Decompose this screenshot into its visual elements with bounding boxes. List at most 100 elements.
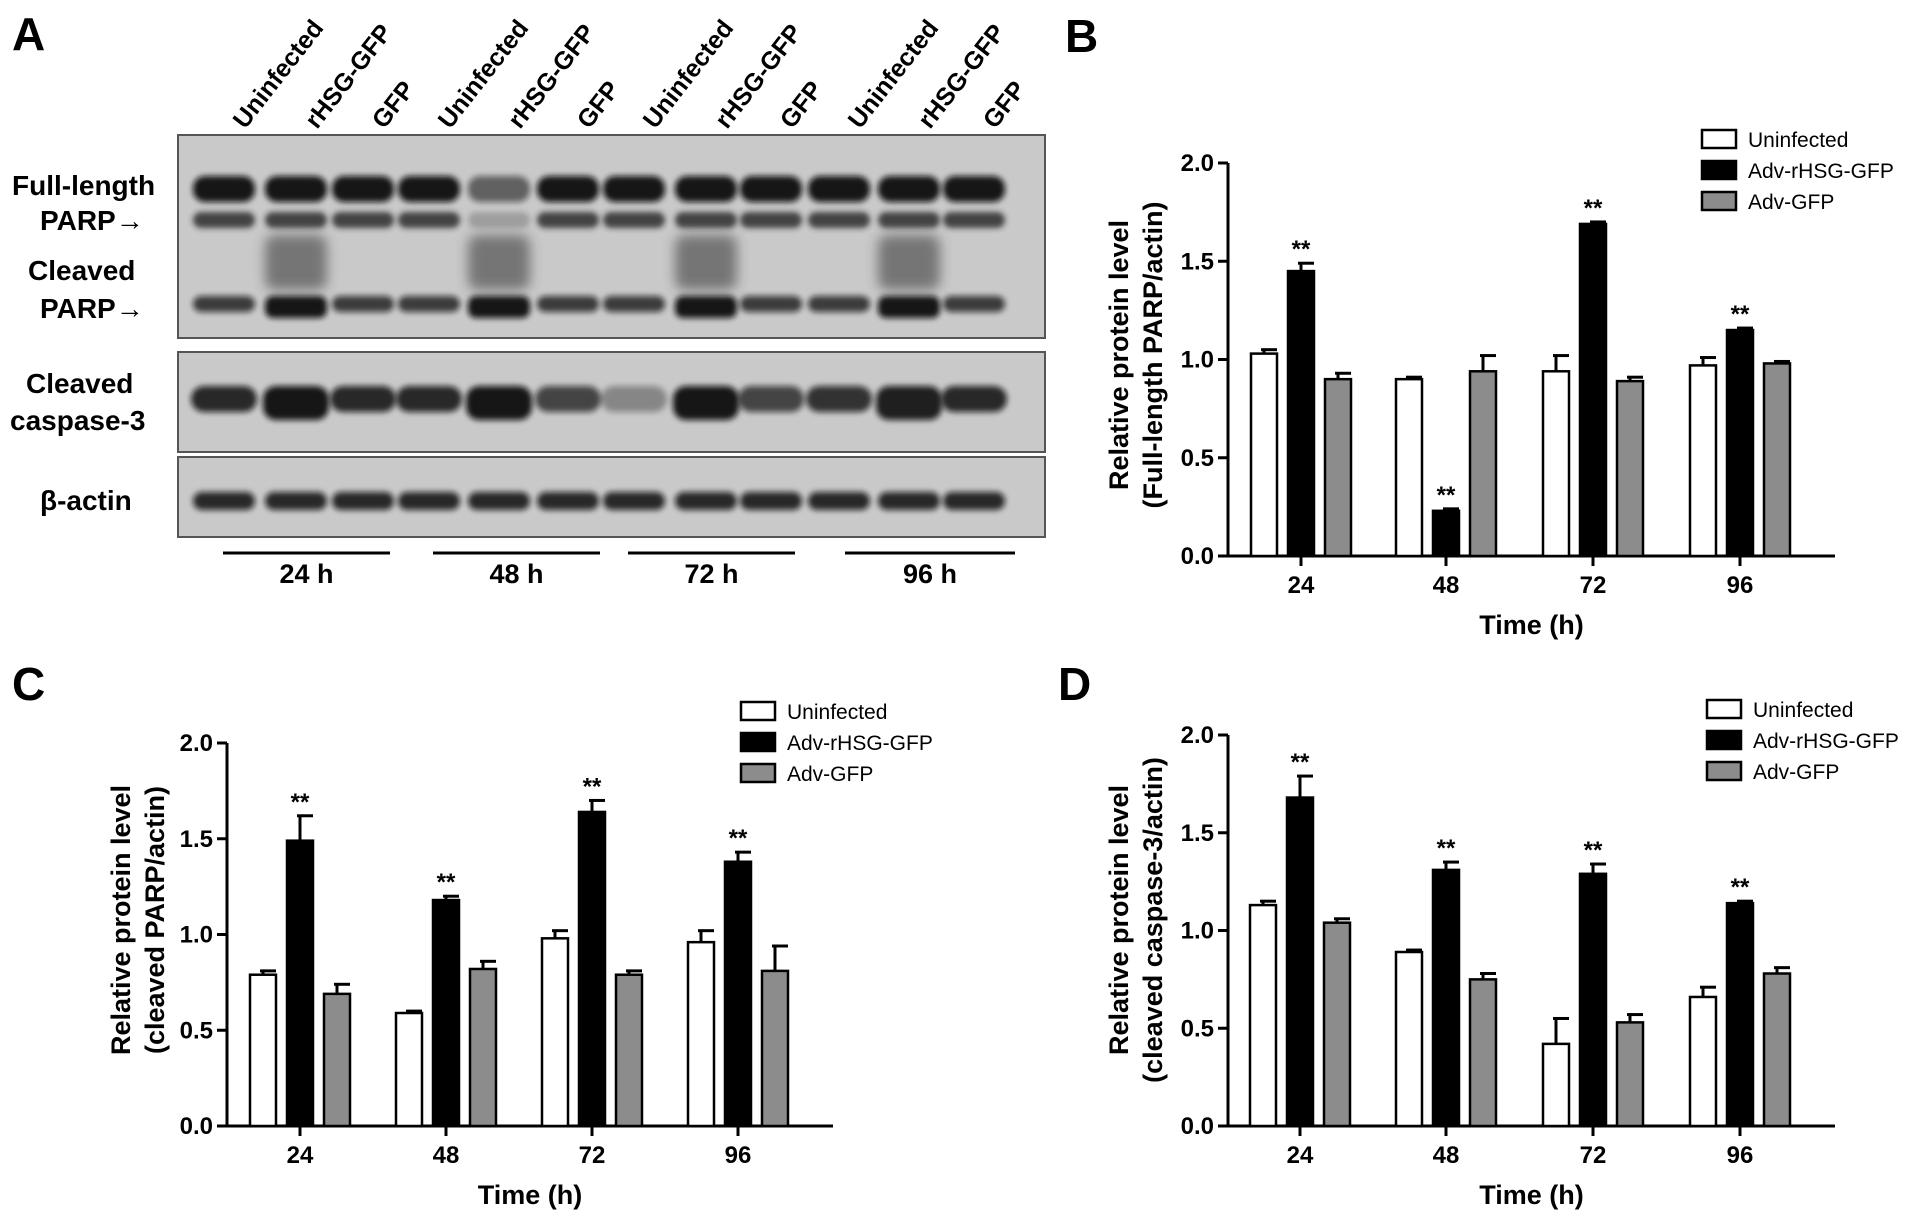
band-cleaved-caspase-3: [330, 386, 396, 412]
panel-letter-a: A: [12, 8, 45, 60]
bar: [1285, 796, 1315, 1128]
actin-bands: [193, 492, 1005, 510]
significance-label: **: [1584, 195, 1603, 222]
band-full-length-upper: [265, 176, 327, 202]
band-actin: [193, 492, 255, 510]
band-cleaved-parp: [808, 296, 870, 312]
band-cleaved-parp: [943, 296, 1005, 312]
y-tick-label: 2.0: [180, 730, 213, 757]
band-full-length-lower: [468, 212, 530, 228]
band-full-length-upper: [603, 176, 665, 202]
band-cleaved-caspase-3: [535, 386, 601, 412]
bar: [1762, 362, 1792, 558]
band-full-length-upper: [332, 176, 394, 202]
band-full-length-lower: [943, 212, 1005, 228]
band-full-length-upper: [943, 176, 1005, 202]
band-full-length-upper: [878, 176, 940, 202]
x-tick-label: 24: [287, 1142, 314, 1169]
bar: [1286, 269, 1316, 558]
bar: [1615, 1021, 1645, 1128]
bar: [723, 860, 753, 1128]
significance-label: **: [729, 825, 748, 852]
legend-label: Adv-GFP: [1748, 191, 1834, 214]
x-tick-label: 96: [1727, 1142, 1754, 1169]
bar: [1578, 222, 1608, 558]
time-group-label: 24 h: [279, 559, 333, 589]
band-full-length-upper: [675, 176, 737, 202]
bar: [1431, 868, 1461, 1128]
x-tick-label: 96: [725, 1142, 752, 1169]
legend-label: Adv-rHSG-GFP: [1748, 160, 1894, 183]
band-cleaved-parp: [468, 296, 530, 318]
band-actin: [398, 492, 460, 510]
chart-c: 0.0 0.5 1.0 1.5 2.0 24 ** 48 ** 72 ** 96 ** Time (h) R…: [106, 700, 933, 1210]
legend-swatch: [1705, 729, 1743, 751]
caspase-bands: [191, 386, 1007, 420]
band-actin: [808, 492, 870, 510]
significance-label: **: [583, 773, 602, 800]
band-smear: [468, 235, 530, 290]
legend-swatch: [1700, 128, 1738, 150]
time-groups: 24 h 48 h 72 h 96 h: [223, 551, 1015, 589]
x-tick-label: 96: [1727, 572, 1754, 599]
significance-label: **: [1437, 835, 1456, 862]
band-actin: [675, 492, 737, 510]
time-group-label: 96 h: [903, 559, 957, 589]
significance-label: **: [291, 789, 310, 816]
y-axis-label-line: (cleaved PARP/actin): [140, 786, 170, 1054]
bar: [540, 937, 570, 1128]
significance-label: **: [1731, 874, 1750, 901]
row-label-cleaved-2: Cleaved: [26, 368, 133, 399]
bar: [1615, 379, 1645, 558]
panel-letter-d: D: [1058, 658, 1091, 710]
bar: [1762, 972, 1792, 1128]
significance-label: **: [1291, 749, 1310, 776]
y-tick-label: 2.0: [1181, 722, 1214, 749]
bar: [285, 839, 315, 1128]
significance-label: **: [1437, 482, 1456, 509]
band-full-length-lower: [537, 212, 599, 228]
x-tick-label: 48: [1433, 572, 1460, 599]
bar: [468, 967, 498, 1128]
band-cleaved-parp: [675, 296, 737, 318]
y-tick-label: 2.0: [1181, 150, 1214, 177]
band-cleaved-parp: [603, 296, 665, 312]
y-tick-label: 1.5: [1181, 820, 1214, 847]
y-axis-label-line: (Full-length PARP/actin): [1138, 202, 1168, 509]
row-label-cleaved: Cleaved: [28, 255, 135, 286]
bar: [1394, 377, 1424, 558]
band-actin: [332, 492, 394, 510]
y-axis-label-line: Relative protein level: [1104, 220, 1134, 490]
band-cleaved-caspase-3: [466, 386, 532, 420]
band-cleaved-parp: [398, 296, 460, 312]
band-cleaved-caspase-3: [806, 386, 872, 412]
band-cleaved-parp: [878, 296, 940, 318]
band-full-length-lower: [265, 212, 327, 228]
band-smear: [675, 235, 737, 290]
significance-label: **: [1584, 837, 1603, 864]
bar: [1468, 978, 1498, 1128]
panel-letter-c: C: [12, 658, 45, 710]
band-full-length-lower: [808, 212, 870, 228]
row-label-full-length-parp: PARP→: [40, 205, 144, 236]
band-actin: [740, 492, 802, 510]
bar: [1394, 950, 1424, 1128]
x-tick-label: 24: [1288, 572, 1315, 599]
band-full-length-upper: [537, 176, 599, 202]
band-cleaved-parp: [740, 296, 802, 312]
legend-swatch: [1705, 698, 1743, 720]
bar: [431, 898, 461, 1128]
x-axis-label: Time (h): [1479, 610, 1584, 640]
band-cleaved-parp: [265, 296, 327, 318]
y-axis-label: Relative protein level (cleaved PARP/acti…: [106, 785, 170, 1055]
bar: [1431, 509, 1461, 558]
legend-label: Adv-rHSG-GFP: [1753, 730, 1899, 753]
bar: [248, 973, 278, 1128]
y-tick-label: 1.0: [1181, 347, 1214, 374]
y-tick-label: 1.5: [180, 826, 213, 853]
lane-label: GFP: [572, 76, 626, 134]
panel-letter-b: B: [1065, 10, 1098, 62]
band-actin: [265, 492, 327, 510]
band-actin: [537, 492, 599, 510]
y-axis-label: Relative protein level (cleaved caspase-3…: [1104, 757, 1168, 1083]
